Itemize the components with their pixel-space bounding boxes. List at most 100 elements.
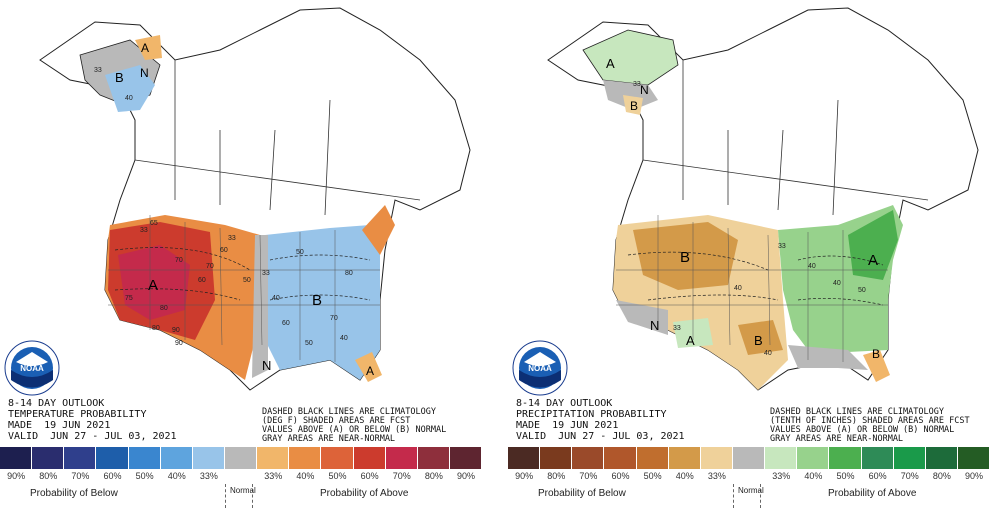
contour-label: 50 (305, 340, 313, 347)
province-lines (642, 60, 929, 216)
caption-below: Probability of Below (30, 488, 118, 499)
noaa-logo: NOAA (512, 340, 568, 396)
contour-label: 40 (764, 350, 772, 357)
contour-label: 70 (175, 257, 183, 264)
alaska-blue (105, 65, 155, 112)
contour-label: 33 (140, 227, 148, 234)
contour-label: 75 (125, 295, 133, 302)
contour-label: 80 (345, 270, 353, 277)
scale-swatch (192, 447, 225, 469)
scale-swatch (508, 447, 541, 469)
scale-tick-label: 70% (71, 471, 90, 481)
scale-tick-label: 80% (547, 471, 566, 481)
scale-tick-label: 40% (804, 471, 823, 481)
label-west-below: B (680, 249, 690, 266)
scale-tick-label (733, 471, 765, 483)
scale-swatch (572, 447, 605, 469)
contour-label: 80 (160, 305, 168, 312)
label-west-above: A (148, 277, 158, 294)
label-south-below: B (754, 333, 763, 348)
us-east-below (265, 225, 380, 380)
scale-swatch (861, 447, 894, 469)
title-line: 8-14 DAY OUTLOOK (516, 398, 613, 409)
us-south-below (738, 320, 783, 355)
scale-swatch (604, 447, 637, 469)
title-line: MADE 19 JUN 2021 (8, 420, 111, 431)
scale-tick-label: 70% (392, 471, 411, 481)
scale-tick-label: 33% (199, 471, 218, 481)
label-alaska-above: A (606, 56, 615, 71)
label-florida-above: A (366, 364, 374, 378)
us-normal-strip (252, 235, 268, 378)
label-alaska-normal: N (140, 66, 149, 80)
scale-swatch (636, 447, 669, 469)
contour-label: 90 (172, 327, 180, 334)
temperature-color-scale (0, 447, 483, 469)
scale-swatch (385, 447, 418, 469)
contour-label: 33 (673, 325, 681, 332)
contour-label: 50 (858, 287, 866, 294)
us-sw-gray (616, 300, 668, 335)
note-line: GRAY AREAS ARE NEAR-NORMAL (262, 434, 396, 444)
title-line: PRECIPITATION PROBABILITY (516, 409, 667, 420)
note-line: (DEG F) SHADED AREAS ARE FCST (262, 416, 411, 426)
note-line: GRAY AREAS ARE NEAR-NORMAL (770, 434, 904, 444)
florida-above (355, 352, 382, 382)
noaa-logo-text: NOAA (528, 364, 552, 373)
caption-above: Probability of Above (828, 488, 917, 499)
note-line: VALUES ABOVE (A) OR BELOW (B) NORMAL (770, 425, 955, 435)
state-lines (616, 215, 888, 362)
scale-swatch (0, 447, 33, 469)
scale-swatch (668, 447, 701, 469)
title-line: TEMPERATURE PROBABILITY (8, 409, 147, 420)
contour-label: 60 (198, 277, 206, 284)
climatology-lines (627, 251, 884, 306)
caption-below: Probability of Below (538, 488, 626, 499)
scale-swatch (257, 447, 290, 469)
scale-swatch (417, 447, 450, 469)
precipitation-scale-ticks: 90% 80% 70% 60% 50% 40% 33% 33% 40% 50% 60% 70% 80% 9… (508, 471, 990, 483)
contour-label: 40 (340, 335, 348, 342)
scale-tick-label: 50% (643, 471, 662, 481)
scale-swatch (96, 447, 129, 469)
scale-tick-label: 40% (167, 471, 186, 481)
alaska-orange (135, 35, 162, 60)
scale-swatch (540, 447, 573, 469)
caption-normal: Normal (230, 486, 256, 495)
title-line: MADE 19 JUN 2021 (516, 420, 619, 431)
climatology-lines (114, 247, 371, 301)
province-lines (134, 60, 421, 216)
scale-swatch (797, 447, 830, 469)
scale-tick-label: 80% (424, 471, 443, 481)
temperature-panel: A B N A B N A 33 40 33 50 60 70 80 90 33… (0, 0, 492, 509)
label-east-above: A (868, 252, 878, 269)
scale-tick-label: 60% (360, 471, 379, 481)
precipitation-notes: DASHED BLACK LINES ARE CLIMATOLOGY (TENT… (770, 408, 990, 444)
scale-tick-label: 60% (868, 471, 887, 481)
scale-swatch (732, 447, 766, 469)
note-line: DASHED BLACK LINES ARE CLIMATOLOGY (262, 407, 436, 417)
normal-bracket (225, 484, 253, 508)
scale-swatch (321, 447, 354, 469)
scale-tick-label: 80% (932, 471, 951, 481)
temperature-map: A B N A B N A 33 40 33 50 60 70 80 90 33… (39, 7, 471, 391)
florida-below (863, 350, 890, 382)
contour-label: 33 (228, 235, 236, 242)
scale-swatch (32, 447, 65, 469)
label-alaska-below: B (115, 70, 124, 85)
scale-tick-label: 33% (264, 471, 283, 481)
scale-swatch (829, 447, 862, 469)
us-west-above-core (118, 245, 190, 320)
scale-tick-label: 33% (707, 471, 726, 481)
contour-label: 70 (330, 315, 338, 322)
contour-label: 65 (150, 220, 158, 227)
contour-label: 40 (833, 280, 841, 287)
scale-swatch (128, 447, 161, 469)
scale-swatch (765, 447, 798, 469)
temperature-title-block: 8-14 DAY OUTLOOK TEMPERATURE PROBABILITY M… (8, 398, 177, 442)
us-east-above-strong (848, 210, 898, 280)
scale-swatch (64, 447, 97, 469)
scale-swatch (353, 447, 386, 469)
contour-label: 40 (734, 285, 742, 292)
scale-swatch (289, 447, 322, 469)
